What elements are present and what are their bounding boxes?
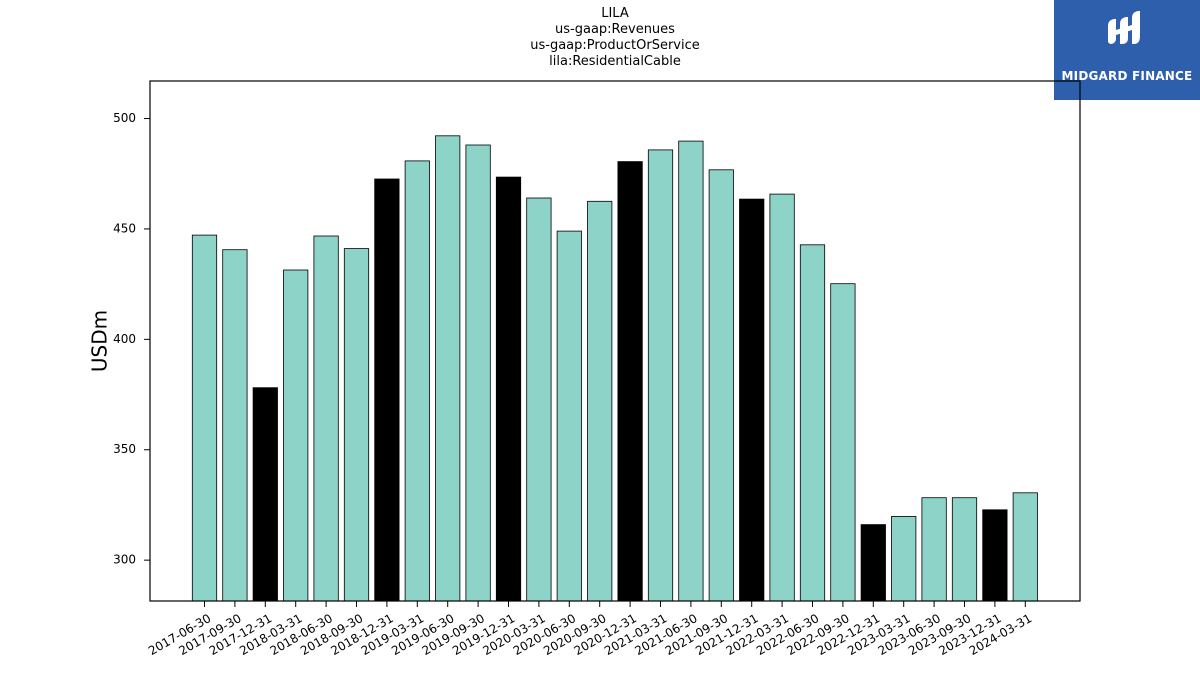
bar-2018-09-30 <box>343 248 370 602</box>
title-line-ticker: LILA <box>601 6 629 21</box>
bar-2017-06-30 <box>191 234 218 602</box>
bar-2017-09-30 <box>222 249 248 602</box>
bar-2021-06-30 <box>678 140 704 602</box>
x-axis: 2017-06-302017-09-302017-12-312018-03-31… <box>146 601 1034 658</box>
y-tick-label: 500 <box>113 111 136 125</box>
bar-2022-12-31 <box>860 524 886 602</box>
bar-2018-06-30 <box>313 235 339 602</box>
bar-2023-12-31 <box>982 509 1008 602</box>
bar-2017-12-31 <box>252 387 278 602</box>
y-tick-label: 450 <box>113 221 136 235</box>
bar-2022-03-31 <box>769 193 795 602</box>
title-line-member: lila:ResidentialCable <box>549 54 681 69</box>
midgard-finance-logo: MIDGARD FINANCE <box>1054 0 1200 100</box>
y-tick-label: 300 <box>113 553 136 567</box>
bar-2021-12-31 <box>739 198 765 602</box>
y-axis: 300 350 400 450 500 <box>113 111 150 567</box>
bar-2019-03-31 <box>404 160 430 602</box>
bar-2021-09-30 <box>708 169 734 602</box>
chart-title: LILA us-gaap:Revenues us-gaap:ProductOrS… <box>150 6 1080 70</box>
bar-2020-12-31 <box>617 161 643 602</box>
bar-2022-06-30 <box>799 244 826 602</box>
bar-2021-03-31 <box>647 149 674 602</box>
y-tick-label: 400 <box>113 332 136 346</box>
bar-2020-09-30 <box>587 200 613 602</box>
bar-2020-03-31 <box>526 197 552 602</box>
bar-2020-06-30 <box>556 230 582 602</box>
bar-2023-06-30 <box>921 497 947 602</box>
bar-2019-06-30 <box>435 135 461 602</box>
bar-2022-09-30 <box>830 283 856 602</box>
y-axis-label: USDm <box>88 310 112 372</box>
logo-mark-icon <box>1108 11 1140 44</box>
plot-frame <box>149 80 1081 602</box>
y-tick-label: 350 <box>113 442 136 456</box>
bar-2024-03-31 <box>1012 492 1038 602</box>
bar-2023-09-30 <box>951 497 978 602</box>
bar-2018-12-31 <box>374 178 400 602</box>
bar-2019-09-30 <box>465 144 491 602</box>
title-line-concept: us-gaap:Revenues <box>555 22 675 37</box>
bar-2023-03-31 <box>891 516 917 602</box>
title-line-axis: us-gaap:ProductOrService <box>530 38 700 53</box>
logo-text: MIDGARD FINANCE <box>1061 69 1193 83</box>
bars-group <box>191 135 1038 602</box>
bar-2019-12-31 <box>495 176 522 602</box>
bar-2018-03-31 <box>283 269 309 602</box>
